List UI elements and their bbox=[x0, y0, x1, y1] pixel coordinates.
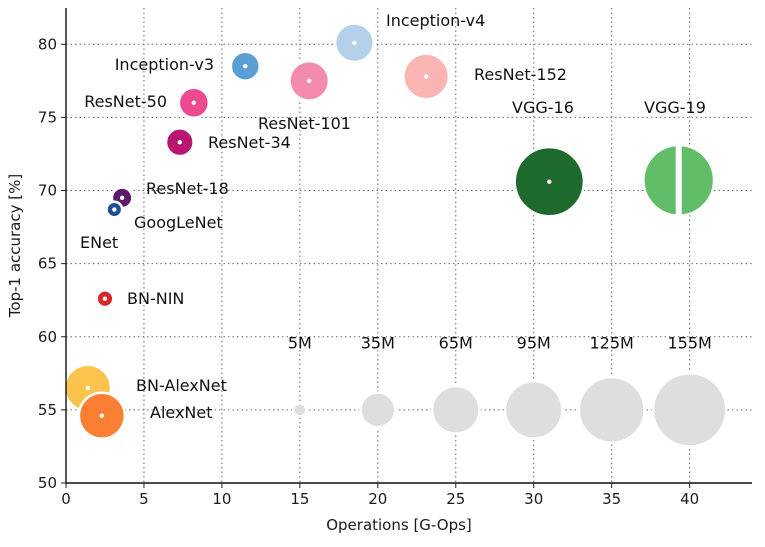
x-tick-label: 10 bbox=[212, 490, 231, 508]
x-tick-label: 20 bbox=[368, 490, 387, 508]
size-legend-bubble bbox=[577, 375, 646, 445]
y-tick-label: 75 bbox=[38, 108, 57, 126]
point-label: ResNet-34 bbox=[208, 133, 291, 152]
x-tick-label: 15 bbox=[290, 490, 309, 508]
x-tick-label: 5 bbox=[139, 490, 149, 508]
bubble-center-dot bbox=[102, 296, 108, 301]
data-points bbox=[66, 22, 716, 440]
x-tick-label: 35 bbox=[602, 490, 621, 508]
bubble-center-dot bbox=[119, 195, 125, 201]
point-label: ResNet-101 bbox=[258, 114, 351, 133]
x-tick-label: 25 bbox=[446, 490, 465, 508]
x-tick-label: 40 bbox=[680, 490, 699, 508]
size-legend-label: 35M bbox=[361, 333, 395, 352]
point-label: Inception-v3 bbox=[115, 55, 214, 74]
point-label: ResNet-152 bbox=[474, 65, 567, 84]
point-label: ResNet-50 bbox=[84, 92, 167, 111]
size-legend-label: 5M bbox=[288, 333, 312, 352]
bubble-center-dot bbox=[85, 385, 91, 391]
bubble-center-dot bbox=[177, 140, 183, 145]
size-legend-label: 125M bbox=[590, 333, 634, 352]
x-axis-title: Operations [G-Ops] bbox=[326, 516, 472, 534]
bubble-center-dot bbox=[99, 413, 105, 418]
bubble-center-dot bbox=[547, 179, 552, 184]
point-label: VGG-16 bbox=[512, 98, 574, 117]
y-tick-label: 70 bbox=[38, 182, 57, 200]
point-label: BN-AlexNet bbox=[136, 376, 227, 395]
labels: 0 5 10 15 20 25 30 35 40 50 55 60 65 70 75 80 Operations… bbox=[6, 11, 712, 534]
axes bbox=[61, 8, 752, 488]
point-label: AlexNet bbox=[150, 403, 213, 422]
size-legend-label: 155M bbox=[667, 333, 711, 352]
y-tick-label: 50 bbox=[38, 474, 57, 492]
vgg-19-slit bbox=[675, 142, 682, 218]
x-tick-label: 0 bbox=[61, 490, 71, 508]
bubble-center-dot bbox=[191, 100, 197, 105]
y-axis-title: Top-1 accuracy [%] bbox=[6, 174, 24, 318]
point-label: Inception-v4 bbox=[386, 11, 485, 30]
bubble-center-dot bbox=[352, 40, 357, 45]
bubble-center-dot bbox=[423, 74, 429, 79]
y-tick-label: 65 bbox=[38, 255, 57, 273]
y-tick-label: 60 bbox=[38, 328, 57, 346]
point-label: GoogLeNet bbox=[134, 213, 223, 232]
bubble-center-dot bbox=[112, 207, 117, 212]
size-legend-bubble bbox=[651, 371, 728, 448]
size-legend-bubble bbox=[503, 379, 564, 440]
size-legend-label: 65M bbox=[439, 333, 473, 352]
bubble-center-dot bbox=[307, 78, 312, 84]
size-legend bbox=[292, 371, 728, 448]
point-label: ResNet-18 bbox=[146, 179, 229, 198]
bubble-center-dot bbox=[243, 63, 248, 69]
y-tick-label: 55 bbox=[38, 401, 57, 419]
point-label: BN-NIN bbox=[127, 289, 184, 308]
size-legend-bubble bbox=[430, 384, 481, 435]
x-tick-label: 30 bbox=[524, 490, 543, 508]
y-tick-label: 80 bbox=[38, 35, 57, 53]
point-label: VGG-19 bbox=[644, 98, 706, 117]
size-legend-bubble bbox=[292, 402, 308, 418]
size-legend-bubble bbox=[359, 391, 397, 429]
size-legend-label: 95M bbox=[517, 333, 551, 352]
bubble-center-dot bbox=[88, 211, 94, 217]
point-label: ENet bbox=[80, 233, 118, 252]
